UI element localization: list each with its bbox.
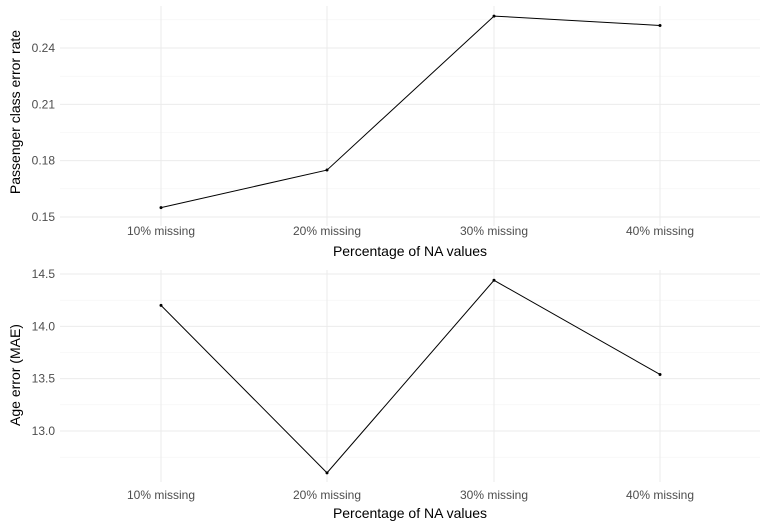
passenger-class-grid — [60, 6, 760, 226]
age-error-y-axis-title: Age error (MAE) — [7, 324, 23, 426]
passenger-class-x-tick-label: 20% missing — [293, 224, 361, 238]
age-error-data-point — [325, 471, 329, 475]
age-error-x-tick-label: 20% missing — [293, 488, 361, 502]
age-error-x-axis-title: Percentage of NA values — [333, 505, 487, 521]
age-error-data-point — [492, 278, 496, 282]
age-error-x-tick-label: 30% missing — [460, 488, 528, 502]
age-error-grid — [60, 270, 760, 482]
age-error-y-tick-label: 13.0 — [32, 424, 56, 438]
passenger-class-x-tick-label: 10% missing — [127, 224, 195, 238]
passenger-class-x-ticks: 10% missing 20% missing 30% missing 40% mis… — [127, 224, 694, 238]
passenger-class-data-point — [492, 14, 496, 18]
passenger-class-data-point — [658, 23, 662, 27]
age-error-x-ticks: 10% missing 20% missing 30% missing 40% mis… — [127, 488, 694, 502]
passenger-class-x-axis-title: Percentage of NA values — [333, 243, 487, 259]
passenger-class-y-tick-label: 0.15 — [32, 210, 56, 224]
passenger-class-y-tick-label: 0.21 — [32, 97, 56, 111]
age-error-y-tick-label: 13.5 — [32, 372, 56, 386]
passenger-class-y-ticks: 0.15 0.18 0.21 0.24 — [32, 41, 56, 224]
age-error-y-ticks: 13.0 13.5 14.0 14.5 — [32, 267, 56, 438]
passenger-class-data-point — [159, 206, 163, 210]
passenger-class-series — [159, 14, 662, 210]
age-error-y-tick-label: 14.0 — [32, 319, 56, 333]
age-error-series-line — [160, 279, 661, 474]
passenger-class-x-tick-label: 30% missing — [460, 224, 528, 238]
passenger-class-y-axis-title: Passenger class error rate — [7, 30, 23, 194]
age-error-series — [159, 278, 662, 475]
age-error-data-point — [159, 303, 163, 307]
age-error-y-tick-label: 14.5 — [32, 267, 56, 281]
passenger-class-data-point — [325, 168, 329, 172]
age-error-panel: 13.0 13.5 14.0 14.5 10% missing 20% missing 3… — [7, 267, 760, 521]
age-error-data-point — [658, 372, 662, 376]
age-error-x-tick-label: 10% missing — [127, 488, 195, 502]
passenger-class-series-line — [160, 15, 661, 209]
passenger-class-y-tick-label: 0.24 — [32, 41, 56, 55]
passenger-class-error-panel: 0.15 0.18 0.21 0.24 10% missing 20% missing 3… — [7, 6, 760, 259]
passenger-class-y-tick-label: 0.18 — [32, 154, 56, 168]
passenger-class-x-tick-label: 40% missing — [626, 224, 694, 238]
age-error-x-tick-label: 40% missing — [626, 488, 694, 502]
